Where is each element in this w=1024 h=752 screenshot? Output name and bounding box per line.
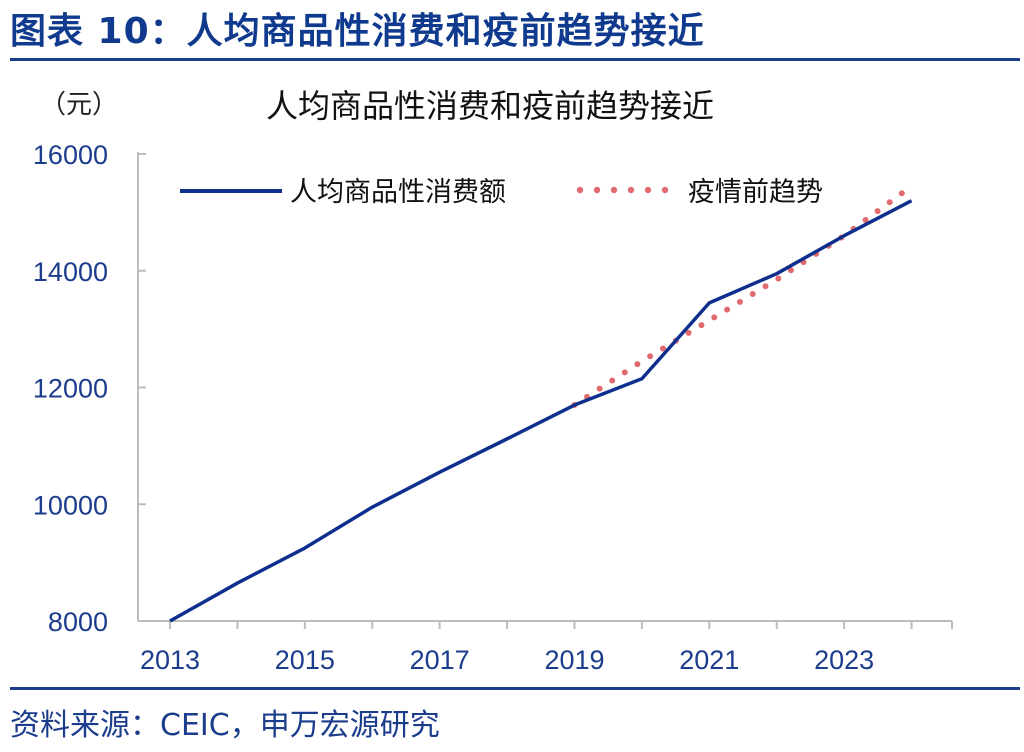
y-tick-label: 12000 [33,374,108,404]
legend-label-consumption: 人均商品性消费额 [290,177,506,208]
x-tick-label: 2023 [814,645,874,675]
source-divider [10,687,1020,690]
x-tick-label: 2017 [410,645,470,675]
chart-title: 人均商品性消费和疫前趋势接近 [266,87,714,125]
series-line-per-capita-consumption [169,199,913,623]
axes: 8000 10000 12000 14000 16000 2013 2015 2017 2019… [33,140,953,675]
line-chart: （元） 人均商品性消费和疫前趋势接近 8000 10000 12000 14000 16… [33,87,953,675]
legend-label-trend: 疫情前趋势 [688,177,823,208]
y-tick-label: 14000 [33,257,108,287]
legend-dot [644,186,652,194]
y-axis-unit-label: （元） [40,90,118,120]
legend-dot [593,186,601,194]
legend-dot [627,186,635,194]
y-tick-label: 16000 [33,140,108,170]
legend-dot [661,186,669,194]
title-divider [10,58,1020,61]
x-tick-label: 2015 [275,645,335,675]
x-tick-label: 2019 [544,645,604,675]
legend-swatch-trend [576,186,669,194]
legend-dot [576,186,584,194]
source-note: 资料来源：CEIC，申万宏源研究 [10,708,440,743]
series-line-pre-pandemic-trend [571,183,915,409]
legend: 人均商品性消费额 疫情前趋势 [180,177,823,208]
legend-dot [610,186,618,194]
y-tick-label: 8000 [48,607,108,637]
x-tick-label: 2013 [140,645,200,675]
x-tick-label: 2021 [679,645,739,675]
y-tick-label: 10000 [33,490,108,520]
figure-title: 图表 10：人均商品性消费和疫前趋势接近 [10,11,705,52]
plot-area [169,183,915,623]
